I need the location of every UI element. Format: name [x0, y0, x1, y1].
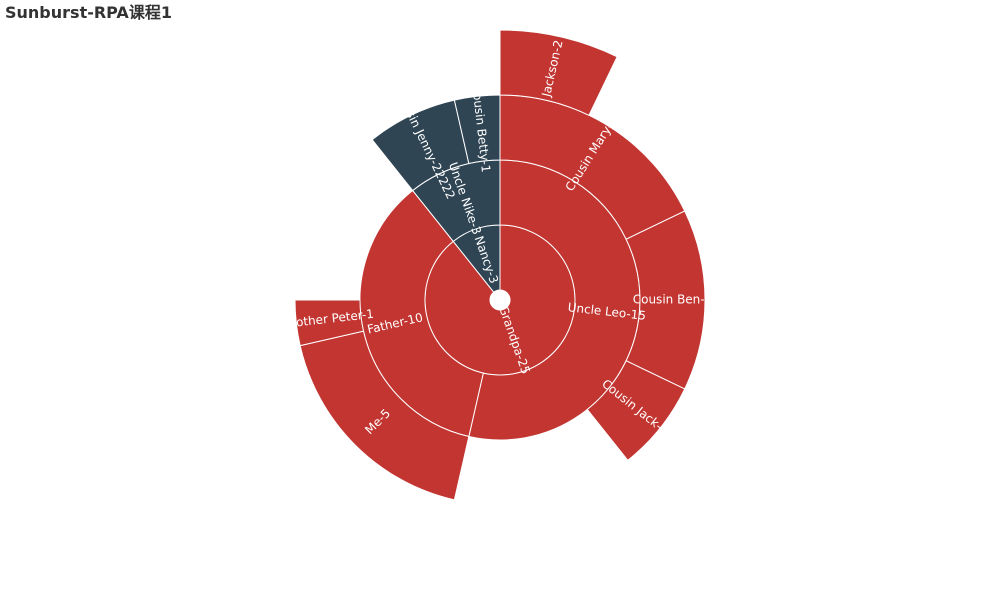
sunburst-sector	[499, 29, 618, 116]
chart-title: Sunburst-RPA课程1	[5, 3, 172, 22]
sunburst-sector	[586, 360, 686, 461]
sector-label: Cousin Ben-4	[633, 293, 713, 307]
sunburst-sector	[453, 94, 501, 165]
sunburst-sector	[294, 299, 365, 347]
